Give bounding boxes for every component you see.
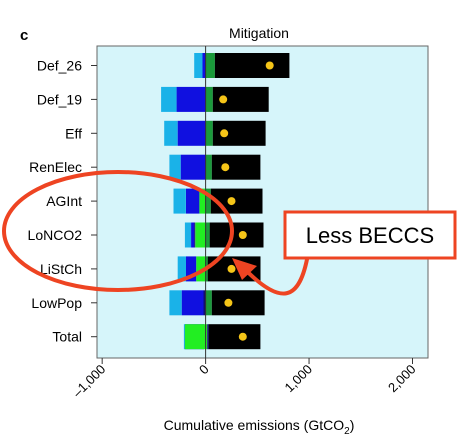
bar-lonco2-blue [191,222,195,248]
x-tick-label: 2,000 [385,362,419,396]
bar-lowpop-navy [203,290,206,316]
x-axis: –1,000 0 1,000 2,000 [70,358,419,400]
x-tick-label: –1,000 [70,362,109,401]
bar-lowpop-green-dark [205,290,212,316]
x-tick-label: 0 [196,362,212,378]
category-label-lonco2: LoNCO2 [28,227,83,243]
bar-renelec-light-blue [169,154,181,180]
bar-def-26-green-dark [205,53,215,78]
annotation-box [283,210,457,260]
bar-lowpop-light-blue [169,290,182,316]
x-tick-label: 1,000 [282,362,316,396]
bar-lonco2-black [209,222,264,248]
bar-total-black [208,324,261,350]
category-label-renelec: RenElec [29,159,82,175]
net-marker-lonco2 [238,231,247,239]
annotation-text: Less BECCS [306,223,434,248]
bar-lonco2-navy [194,222,196,248]
bar-def-19-green-dark [205,86,213,112]
net-markers-group [219,61,274,341]
bar-def-26-black [214,53,290,78]
bar-total-green-light [184,324,208,350]
category-label-lowpop: LowPop [31,295,82,311]
category-label-def-19: Def_19 [37,91,82,107]
bar-agint-green-dark [205,188,211,214]
bar-total-light-blue [183,324,185,350]
bar-lowpop-blue [181,290,204,316]
bar-renelec-blue [180,154,206,180]
bar-listch-light-blue [177,256,186,282]
category-label-eff: Eff [65,125,82,141]
chart-title: Mitigation [229,25,289,41]
net-marker-eff [220,129,229,138]
bar-eff-green-dark [205,120,213,146]
bar-lonco2-light-blue [184,222,192,248]
bar-lowpop-black [211,290,265,316]
net-marker-agint [227,197,236,206]
net-marker-renelec [221,163,230,172]
category-label-total: Total [52,329,82,345]
bar-listch-blue [186,256,197,282]
category-label-def-26: Def_26 [37,58,82,74]
net-marker-def-26 [265,61,274,70]
annotation-arrowhead [232,258,257,280]
bar-renelec-black [211,154,261,180]
net-marker-lowpop [224,298,233,307]
bar-def-26-light-blue [194,53,203,78]
highlight-ellipse [2,170,234,292]
bar-eff-blue [177,120,206,146]
bar-agint-black [210,188,263,214]
net-marker-listch [227,264,236,273]
bar-renelec-green-dark [205,154,212,180]
bar-lonco2-green-dark [205,222,210,248]
net-marker-total [238,332,247,341]
x-axis-label: Cumulative emissions (GtCO2) [164,417,355,437]
bar-total-navy [207,324,209,350]
bar-def-19-blue [176,86,206,112]
panel-label: c [20,27,28,44]
bar-def-26-blue [202,53,206,78]
category-labels: Def_26 Def_19 Eff RenElec AGInt LoNCO2 LiStCh L… [28,58,97,345]
bar-eff-light-blue [164,120,178,146]
category-label-listch: LiStCh [40,261,82,277]
bar-agint-blue [186,188,200,214]
bar-def-19-light-blue [161,86,177,112]
annotation-arrow [236,253,310,296]
bar-agint-green-light [199,188,206,214]
net-marker-def-19 [219,95,228,104]
category-label-agint: AGInt [46,193,82,209]
bar-agint-light-blue [173,188,186,214]
